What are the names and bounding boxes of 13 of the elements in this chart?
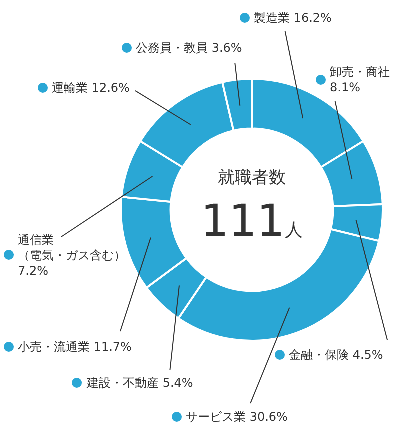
legend-label: 小売・流通業 11.7% xyxy=(18,340,132,354)
data-label: 8.1% xyxy=(330,80,360,95)
legend-label: 公務員・教員 3.6% xyxy=(136,41,242,55)
text: 111人 xyxy=(201,196,303,247)
legend-label: サービス業 30.6% xyxy=(186,410,288,424)
legend-label: 建設・不動産 5.4% xyxy=(86,376,194,390)
legend-label: 卸売・商社 xyxy=(330,65,390,79)
legend-label: 運輸業 12.6% xyxy=(52,81,130,95)
text: 就職者数 xyxy=(218,168,286,188)
legend-label: 通信業（電気・ガス含む） xyxy=(18,233,126,263)
legend-label: 金融・保険 4.5% xyxy=(289,348,384,362)
data-label: 7.2% xyxy=(18,264,48,278)
legend-label: 製造業 16.2% xyxy=(254,11,332,25)
